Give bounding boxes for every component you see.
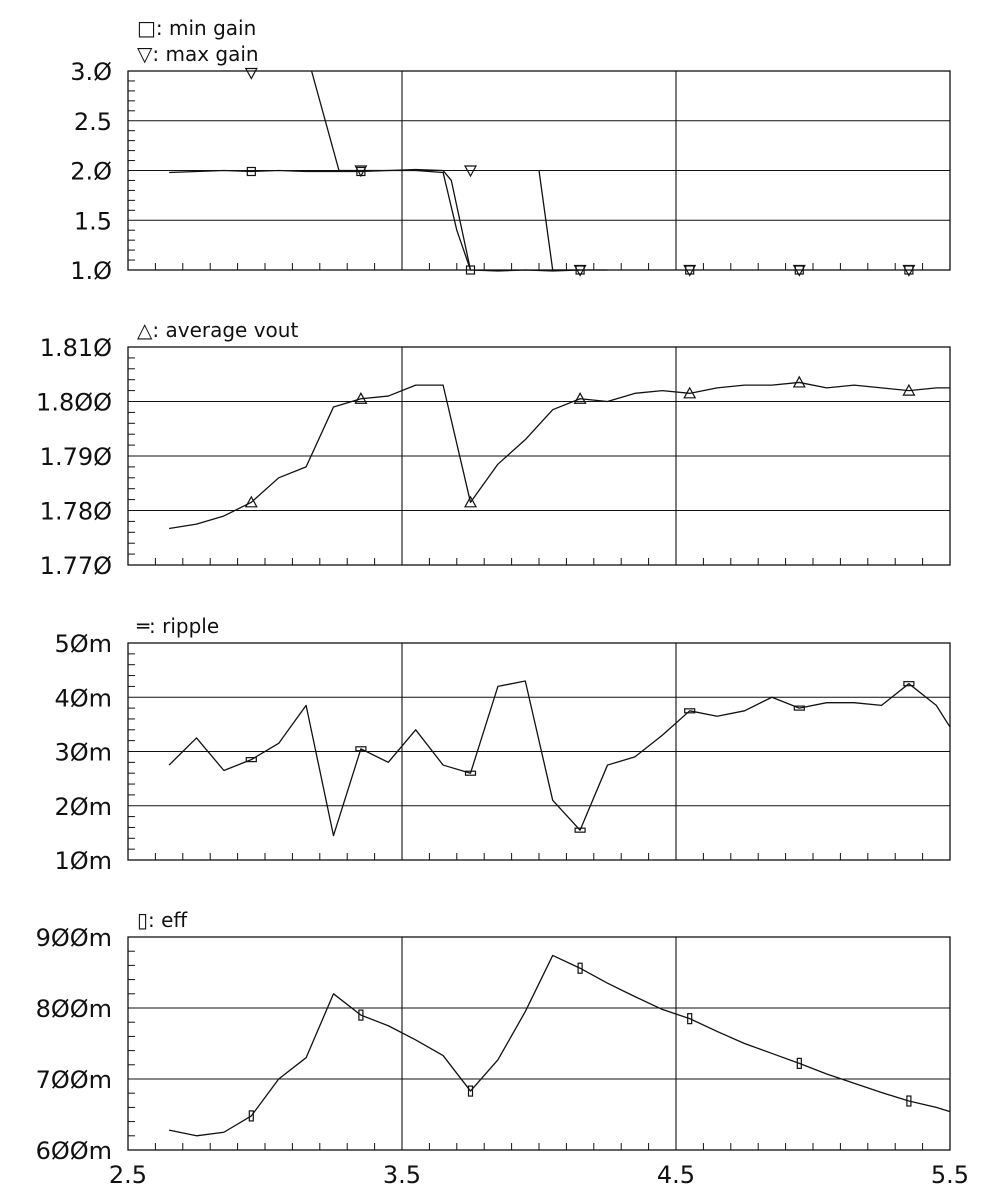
series-line xyxy=(310,70,340,171)
data-marker xyxy=(244,67,258,80)
y-tick-label: 3Øm xyxy=(54,739,112,767)
data-marker xyxy=(902,264,916,277)
data-marker xyxy=(577,962,583,974)
legend-entry-eff: ▯: eff xyxy=(137,908,188,932)
y-tick-label: 5Øm xyxy=(54,630,112,658)
series-average-vout xyxy=(168,375,950,530)
x-tick-label: 5.5 xyxy=(931,1161,969,1189)
y-tick-label: 6ØØm xyxy=(36,1137,112,1165)
data-marker xyxy=(903,681,915,687)
data-marker xyxy=(684,708,696,714)
data-marker xyxy=(683,386,697,399)
x-tick-label: 3.5 xyxy=(383,1161,421,1189)
data-marker xyxy=(573,392,587,404)
data-marker xyxy=(683,264,697,277)
y-tick-label: 1.78Ø xyxy=(40,498,112,526)
y-tick-label: 1.81Ø xyxy=(40,334,112,362)
data-marker xyxy=(574,827,586,833)
data-marker xyxy=(793,705,805,711)
y-tick-label: 1.8ØØ xyxy=(36,389,112,417)
legend-entry-average-vout: △: average vout xyxy=(137,318,298,342)
y-tick-label: 1.Ø xyxy=(70,257,112,285)
chart-panel-4: 6ØØm 7ØØm 8ØØm 9ØØm 2.5 3.5 4.5 5.5 ▯: eff xyxy=(36,908,970,1189)
y-tick-label: 2.Ø xyxy=(70,158,112,186)
y-tick-label: 2Øm xyxy=(54,793,112,821)
data-marker xyxy=(906,1095,912,1107)
legend-entry-min-gain: □: min gain xyxy=(137,16,256,40)
data-marker xyxy=(465,265,476,275)
y-tick-label: 2.5 xyxy=(74,108,112,136)
series-line xyxy=(168,381,950,530)
series-line xyxy=(168,954,951,1137)
legend-entry-ripple: ═: ripple xyxy=(136,614,219,638)
legend-entry-max-gain: ▽: max gain xyxy=(137,42,259,66)
data-marker xyxy=(358,1009,364,1021)
y-tick-label: 1.77Ø xyxy=(40,552,112,580)
y-tick-label: 4Øm xyxy=(54,684,112,712)
x-tick-label: 4.5 xyxy=(657,1161,695,1189)
data-marker xyxy=(573,264,587,277)
series-ripple xyxy=(168,680,951,837)
data-marker xyxy=(463,165,478,178)
data-marker xyxy=(244,495,258,508)
data-marker xyxy=(248,1110,254,1122)
series-line xyxy=(538,170,581,271)
y-tick-label: 8ØØm xyxy=(36,995,112,1023)
plot-frame xyxy=(127,936,951,1151)
series-max-gain xyxy=(244,67,916,277)
chart-panel-3: 1Øm 2Øm 3Øm 4Øm 5Øm ═: ripple xyxy=(54,614,951,875)
series-line xyxy=(338,168,472,271)
y-tick-label: 1.5 xyxy=(74,207,112,235)
y-tick-label: 9ØØm xyxy=(36,924,112,952)
data-marker xyxy=(796,1057,802,1069)
series-eff xyxy=(168,954,951,1137)
y-tick-label: 1Øm xyxy=(54,847,112,875)
data-marker xyxy=(464,770,477,776)
data-marker xyxy=(902,383,916,396)
y-tick-label: 7ØØm xyxy=(36,1066,112,1094)
data-marker xyxy=(246,166,256,177)
series-line xyxy=(168,680,951,837)
data-marker xyxy=(463,495,478,508)
chart-panel-1: 1.Ø 1.5 2.Ø 2.5 3.Ø □: min gain▽: max gain xyxy=(70,16,951,285)
y-tick-label: 1.79Ø xyxy=(40,443,112,471)
data-marker xyxy=(792,375,806,388)
data-marker xyxy=(792,264,806,277)
data-marker xyxy=(687,1013,693,1025)
data-marker xyxy=(354,165,368,178)
data-marker xyxy=(245,757,257,763)
chart-panel-2: 1.77Ø 1.78Ø 1.79Ø 1.8ØØ 1.81Ø △: average vout xyxy=(36,318,951,580)
data-marker xyxy=(355,746,367,752)
data-marker xyxy=(467,1085,474,1097)
y-tick-label: 3.Ø xyxy=(70,58,112,86)
data-marker xyxy=(354,392,368,404)
x-tick-label: 2.5 xyxy=(109,1161,147,1189)
